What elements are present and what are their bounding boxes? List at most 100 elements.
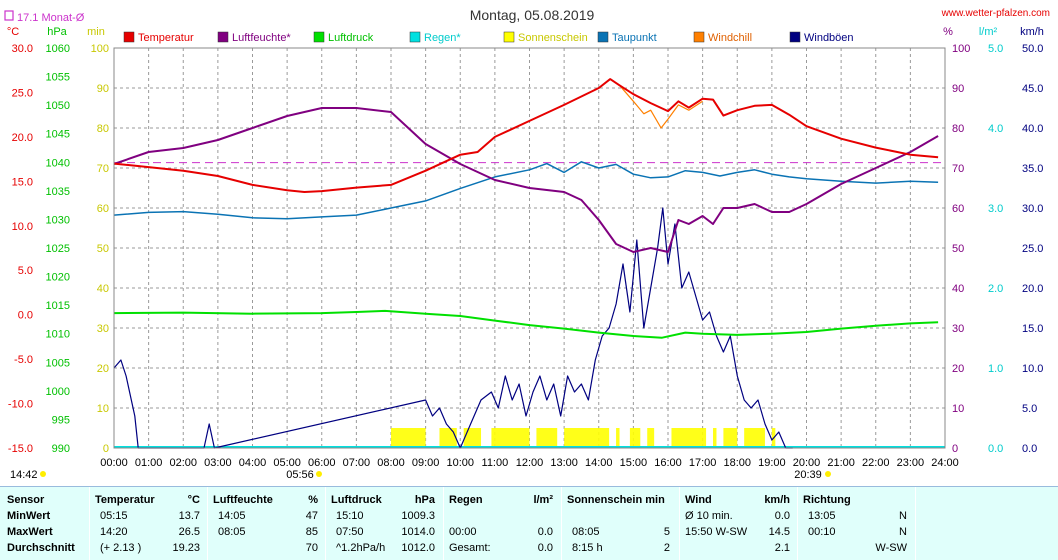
series-layer xyxy=(113,78,945,449)
legend-entry: Sonnenschein xyxy=(518,32,588,44)
legend-swatch xyxy=(123,31,135,43)
header-rain: Regen xyxy=(449,494,483,506)
x-tick-label: 12:00 xyxy=(516,457,544,469)
table-cell-t-val: 26.5 xyxy=(178,526,200,538)
temp-tick-label: 10.0 xyxy=(12,221,33,233)
table-cell-s-time: 8:15 h xyxy=(572,542,603,554)
sunshine-bar xyxy=(391,428,426,448)
table-cell-t-time: (+ 2.13 ) xyxy=(100,542,142,554)
header-rain-unit: l/m² xyxy=(533,494,553,506)
sun-tick-label: 100 xyxy=(91,43,109,55)
x-tick-label: 03:00 xyxy=(204,457,232,469)
table-cell-h-val: 47 xyxy=(305,510,318,522)
series-luftdruck xyxy=(113,309,939,339)
pressure-tick-label: 1060 xyxy=(46,43,70,55)
legend-swatch xyxy=(503,31,515,43)
table-cell-d-time: 13:05 xyxy=(808,510,836,522)
x-tick-label: 16:00 xyxy=(654,457,682,469)
sunrise-time: 05:56 xyxy=(286,469,314,481)
wind-tick-label: 50.0 xyxy=(1022,43,1043,55)
header-pressure: Luftdruck xyxy=(331,494,382,506)
humidity-tick-label: 100 xyxy=(952,43,970,55)
column-divider xyxy=(207,487,208,560)
sun-unit-label: min xyxy=(87,26,105,38)
humidity-tick-label: 70 xyxy=(952,163,964,175)
header-pressure-unit: hPa xyxy=(414,494,435,506)
sunshine-bar xyxy=(744,428,765,448)
pressure-tick-label: 1030 xyxy=(46,214,70,226)
pressure-tick-label: 1020 xyxy=(46,272,70,284)
rain-tick-label: 5.0 xyxy=(988,43,1003,55)
x-tick-label: 10:00 xyxy=(446,457,474,469)
table-cell-r-time: Gesamt: xyxy=(449,542,491,554)
legend-entry: Regen* xyxy=(424,32,461,44)
sun-tick-label: 90 xyxy=(97,83,109,95)
pressure-unit-label: hPa xyxy=(47,26,67,38)
table-cell-t-time: 05:15 xyxy=(100,510,128,522)
pressure-tick-label: 1055 xyxy=(46,72,70,84)
x-tick-label: 07:00 xyxy=(343,457,371,469)
legend-entry: Luftdruck xyxy=(328,32,374,44)
temp-unit-label: °C xyxy=(7,26,19,38)
sun-tick-label: 70 xyxy=(97,163,109,175)
sun-tick-label: 0 xyxy=(103,443,109,455)
header-sensor: Sensor xyxy=(7,494,45,506)
plot-border xyxy=(113,47,946,449)
table-cell-d-val: W-SW xyxy=(875,542,907,554)
stats-table: Sensor Temperatur °C Luftfeuchte % Luftd… xyxy=(0,486,1058,560)
table-cell-p-time: 07:50 xyxy=(336,526,364,538)
table-cell-r-val: 0.0 xyxy=(537,542,553,554)
rain-tick-label: 4.0 xyxy=(988,123,1003,135)
sunshine-bar xyxy=(647,428,655,448)
header-temp: Temperatur xyxy=(95,494,155,506)
legend: Temperatur Luftfeuchte* Luftdruck Regen* Son… xyxy=(123,31,854,44)
humidity-tick-label: 10 xyxy=(952,403,964,415)
table-cell-t-val: 13.7 xyxy=(178,510,200,522)
table-cell-p-time: 15:10 xyxy=(336,510,364,522)
pressure-tick-label: 1040 xyxy=(46,157,70,169)
series-luftfeuchte xyxy=(113,107,939,253)
table-cell-w-val: 14.5 xyxy=(768,526,790,538)
x-tick-label: 20:00 xyxy=(793,457,821,469)
x-tick-label: 19:00 xyxy=(758,457,786,469)
grid xyxy=(114,48,945,448)
wind-tick-label: 10.0 xyxy=(1022,363,1043,375)
pressure-tick-label: 1045 xyxy=(46,129,70,141)
legend-swatch xyxy=(597,31,609,43)
temp-tick-label: 0.0 xyxy=(18,310,33,322)
wind-tick-label: 15.0 xyxy=(1022,323,1043,335)
sun-tick-label: 10 xyxy=(97,403,109,415)
humidity-tick-label: 80 xyxy=(952,123,964,135)
x-tick-label: 17:00 xyxy=(689,457,717,469)
table-cell-s-val: 2 xyxy=(663,542,670,554)
series-windchill xyxy=(619,84,703,129)
sun-tick-label: 50 xyxy=(97,243,109,255)
x-tick-label: 08:00 xyxy=(377,457,405,469)
table-cell-h-time: 08:05 xyxy=(218,526,246,538)
series-windböen xyxy=(113,207,793,449)
table-cell-t-val: 19.23 xyxy=(172,542,200,554)
axes: 30.0 25.0 20.0 15.0 10.0 5.0 0.0 -5.0 -10.0 -15.0… xyxy=(8,43,1044,469)
rain-unit-label: l/m² xyxy=(979,26,998,38)
legend-swatch xyxy=(789,31,801,43)
sunshine-bar xyxy=(713,428,717,448)
humidity-tick-label: 40 xyxy=(952,283,964,295)
table-cell-p-val: 1009.3 xyxy=(401,510,435,522)
pressure-tick-label: 1035 xyxy=(46,186,70,198)
left-sun-icon xyxy=(40,471,46,477)
sunset-time: 20:39 xyxy=(794,469,822,481)
monthly-avg-icon xyxy=(4,10,14,21)
table-cell-s-val: 5 xyxy=(663,526,670,538)
site-link[interactable]: www.wetter-pfalzen.com xyxy=(941,8,1050,19)
x-tick-label: 06:00 xyxy=(308,457,336,469)
sun-tick-label: 40 xyxy=(97,283,109,295)
sunshine-bar xyxy=(439,428,457,448)
pressure-tick-label: 995 xyxy=(52,414,70,426)
x-tick-label: 21:00 xyxy=(827,457,855,469)
rain-tick-label: 2.0 xyxy=(988,283,1003,295)
humidity-tick-label: 90 xyxy=(952,83,964,95)
weather-chart: 17.1 Monat-Ø Montag, 05.08.2019 www.wett… xyxy=(4,7,1050,481)
table-cell-w-val: 0.0 xyxy=(774,510,790,522)
wind-tick-label: 35.0 xyxy=(1022,163,1043,175)
left-time: 14:42 xyxy=(10,469,38,481)
